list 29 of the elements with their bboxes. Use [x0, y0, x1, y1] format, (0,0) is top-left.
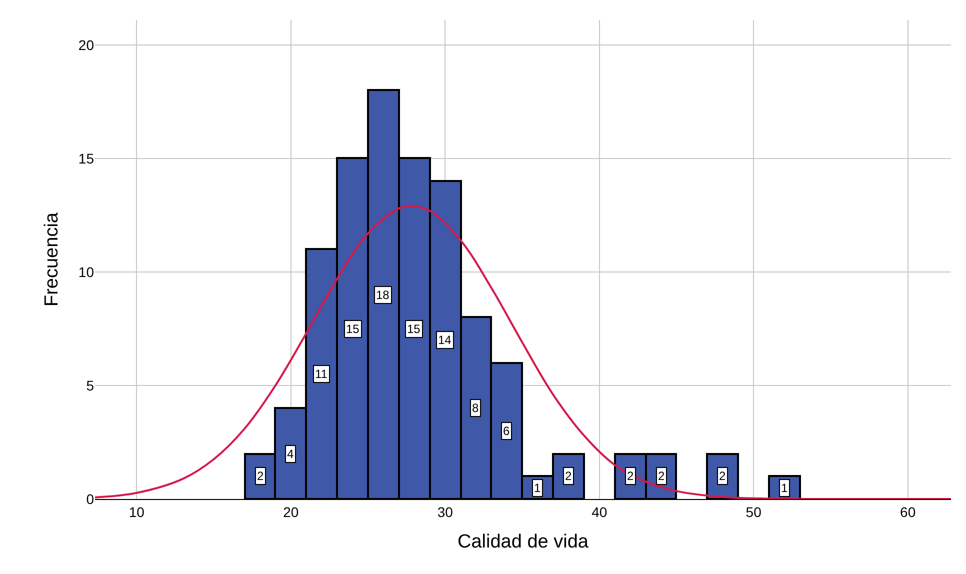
x-axis-title: Calidad de vida [458, 532, 589, 553]
x-tick-label: 60 [900, 504, 916, 520]
data-label: 2 [658, 469, 665, 483]
data-label: 14 [438, 333, 452, 347]
y-tick-label: 5 [86, 377, 94, 394]
data-label: 6 [503, 424, 510, 438]
y-tick-label: 10 [78, 264, 94, 280]
data-label: 4 [287, 447, 294, 461]
x-tick-label: 20 [283, 504, 299, 520]
data-label: 2 [257, 469, 264, 483]
data-label: 2 [627, 469, 634, 483]
data-label: 15 [346, 322, 360, 336]
x-tick-label: 40 [592, 504, 608, 520]
data-label: 2 [719, 469, 726, 483]
data-label: 8 [472, 401, 479, 415]
y-tick-label: 0 [86, 490, 94, 507]
y-tick-label: 15 [78, 150, 94, 166]
y-axis-title: Frecuencia [41, 212, 62, 306]
x-tick-label: 50 [746, 504, 762, 520]
data-label: 1 [781, 481, 788, 495]
line-series [95, 205, 951, 499]
data-label: 2 [565, 469, 572, 483]
x-tick-label: 10 [128, 504, 145, 520]
data-label: 11 [315, 367, 328, 381]
data-label: 1 [534, 481, 541, 495]
data-label: 15 [407, 322, 421, 336]
x-tick-label: 30 [437, 504, 454, 520]
y-tick-label: 20 [78, 36, 94, 53]
data-label: 18 [376, 288, 390, 302]
